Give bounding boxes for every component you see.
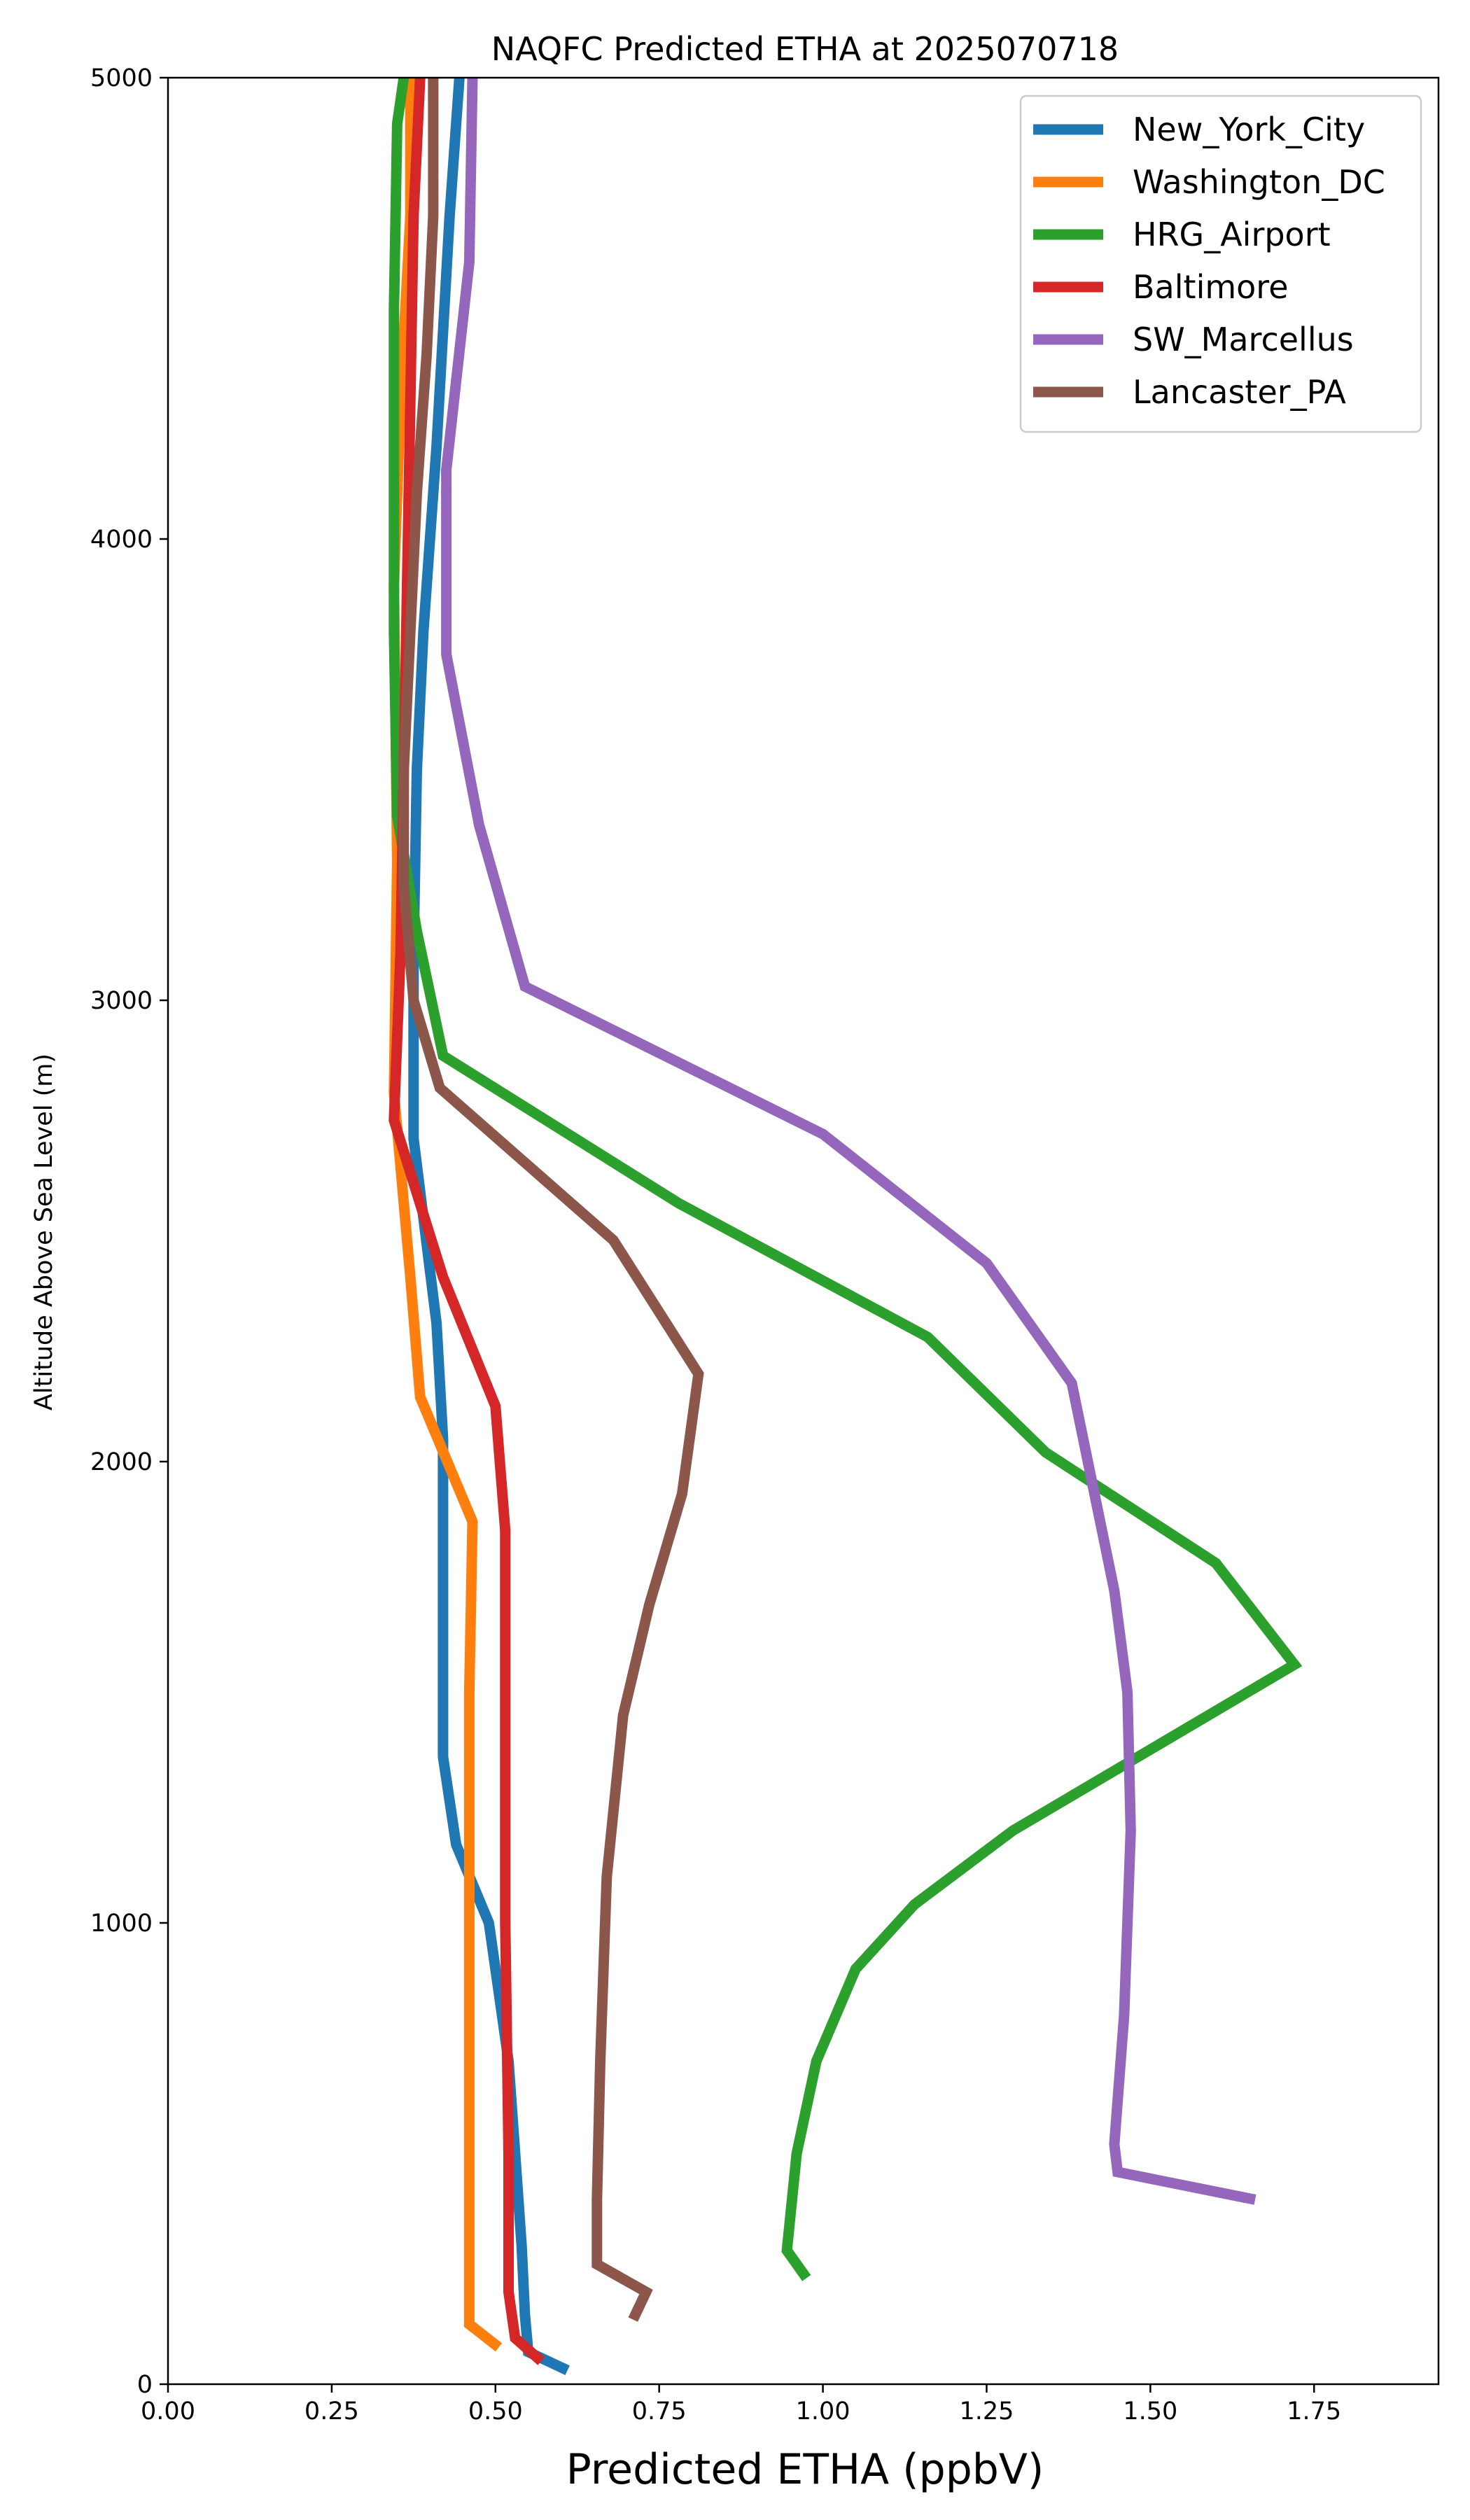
chart-title: NAQFC Predicted ETHA at 2025070718 xyxy=(491,30,1119,68)
legend-label: Lancaster_PA xyxy=(1133,373,1346,411)
plot-frame xyxy=(167,76,1440,2386)
y-tick-label: 0 xyxy=(137,2371,153,2399)
series-line-lancaster-pa xyxy=(398,78,704,2322)
series-line-new-york-city xyxy=(408,78,570,2375)
x-tick-label: 0.00 xyxy=(141,2398,195,2426)
legend-label: SW_Marcellus xyxy=(1133,321,1354,358)
y-tick-label: 1000 xyxy=(90,1910,153,1938)
series-line-washington-dc xyxy=(388,78,503,2352)
x-tick-label: 1.50 xyxy=(1123,2398,1177,2426)
y-axis-ticks: 0 1000 2000 3000 4000 5000 xyxy=(90,64,168,2399)
series-line-hrg-airport xyxy=(388,78,1303,2281)
x-tick-label: 0.25 xyxy=(304,2398,359,2426)
x-axis-ticks: 0.00 0.25 0.50 0.75 1.00 1.25 1.50 1.75 xyxy=(141,2384,1341,2426)
y-tick-label: 2000 xyxy=(90,1448,153,1476)
legend-label: HRG_Airport xyxy=(1133,216,1331,253)
legend-label: Washington_DC xyxy=(1133,163,1385,201)
series-lines xyxy=(388,78,1303,2375)
y-tick-label: 5000 xyxy=(90,64,153,92)
x-tick-label: 0.50 xyxy=(468,2398,523,2426)
x-tick-label: 1.25 xyxy=(959,2398,1014,2426)
x-axis-label: Predicted ETHA (ppbV) xyxy=(566,2445,1044,2494)
legend-label: New_York_City xyxy=(1133,111,1365,148)
legend-label: Baltimore xyxy=(1133,268,1289,306)
legend-box xyxy=(1019,94,1422,433)
series-line-sw-marcellus xyxy=(441,78,1256,2205)
x-tick-label: 1.00 xyxy=(796,2398,850,2426)
x-tick-label: 1.75 xyxy=(1287,2398,1341,2426)
y-tick-label: 4000 xyxy=(90,526,153,554)
x-tick-label: 0.75 xyxy=(632,2398,687,2426)
y-tick-label: 3000 xyxy=(90,987,153,1015)
legend: New_York_City Washington_DC HRG_Airport Bal… xyxy=(1019,94,1422,433)
y-axis-label: Altitude Above Sea Level (m) xyxy=(30,1054,58,1410)
series-line-baltimore xyxy=(388,78,545,2365)
